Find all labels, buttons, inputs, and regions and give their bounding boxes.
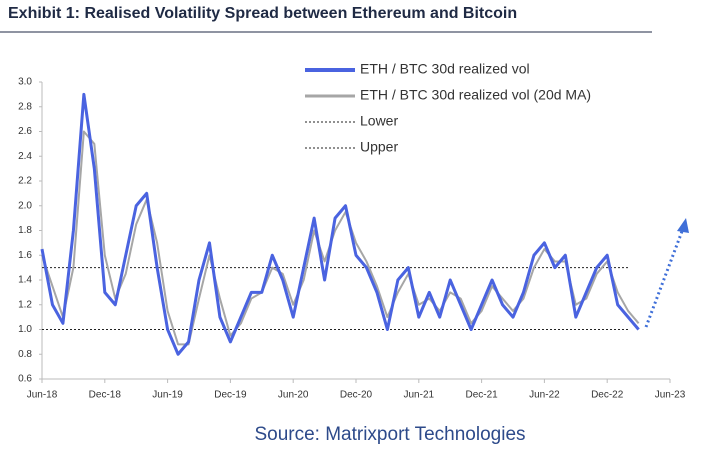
source-note: Source: Matrixport Technologies <box>254 424 525 445</box>
y-tick-label: 2.2 <box>18 176 32 187</box>
data-line <box>40 92 640 356</box>
x-tick-label: Jun-23 <box>655 390 686 401</box>
y-tick-label: 3.0 <box>18 77 32 88</box>
y-tick-label: 2.4 <box>18 151 32 162</box>
y-tick-label: 1.6 <box>18 250 32 261</box>
y-tick-label: 1.8 <box>18 225 32 236</box>
x-tick-label: Jun-20 <box>278 390 309 401</box>
trend-arrow <box>644 218 689 328</box>
data-line <box>41 130 640 346</box>
x-tick-label: Jun-22 <box>529 390 560 401</box>
y-tick-label: 1.0 <box>18 324 32 335</box>
arrow-head <box>677 218 689 233</box>
legend-label: ETH / BTC 30d realized vol <box>360 61 530 77</box>
x-tick-label: Dec-21 <box>465 390 498 401</box>
arrow-shaft <box>644 225 686 328</box>
legend-label: Lower <box>360 113 398 129</box>
x-tick-label: Dec-18 <box>89 390 122 401</box>
y-tick-label: 2.8 <box>18 101 32 112</box>
x-tick-label: Dec-20 <box>340 390 373 401</box>
x-tick-label: Dec-19 <box>214 390 247 401</box>
legend-label: ETH / BTC 30d realized vol (20d MA) <box>360 87 591 103</box>
legend-label: Upper <box>360 139 398 155</box>
y-tick-label: 0.6 <box>18 374 32 385</box>
x-tick-label: Jun-18 <box>27 390 58 401</box>
x-tick-label: Jun-19 <box>152 390 183 401</box>
chart-title: Exhibit 1: Realised Volatility Spread be… <box>8 5 517 22</box>
x-tick-label: Dec-22 <box>591 390 624 401</box>
y-tick-label: 2.6 <box>18 126 32 137</box>
y-tick-label: 0.8 <box>18 349 32 360</box>
x-tick-label: Jun-21 <box>404 390 435 401</box>
y-tick-label: 1.4 <box>18 275 32 286</box>
y-tick-label: 2.0 <box>18 200 32 211</box>
y-tick-label: 1.2 <box>18 299 32 310</box>
